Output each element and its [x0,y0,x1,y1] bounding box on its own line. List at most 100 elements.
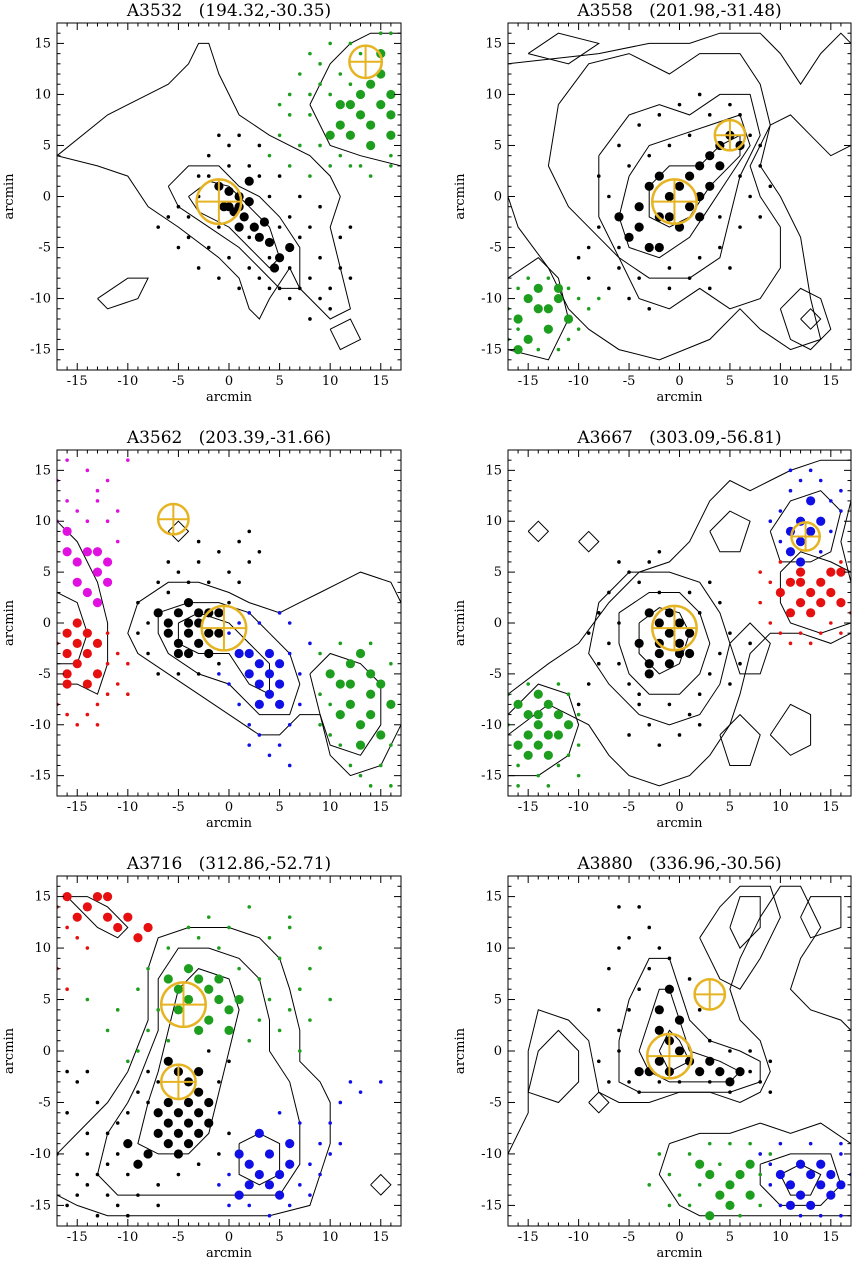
galaxy-point-blue [298,1121,302,1125]
galaxy-point-green [586,306,591,311]
galaxy-point-black [176,245,181,250]
galaxy-point-blue [217,672,221,676]
galaxy-point-bright-red [82,648,92,659]
galaxy-point-blue [287,621,292,625]
galaxy-point-bright-black [695,1066,705,1077]
galaxy-point-blue [227,631,231,635]
galaxy-point-green [338,153,343,158]
galaxy-point-bright-black [183,628,194,638]
galaxy-point-bright-green [543,304,553,314]
galaxy-point-blue [768,1183,773,1187]
galaxy-point-red [126,692,130,697]
galaxy-point-bright-blue [234,1190,244,1200]
galaxy-point-blue [839,1141,843,1146]
galaxy-point-bright-black [674,181,685,191]
galaxy-point-black [227,1131,231,1136]
galaxy-point-bright-black [654,618,664,628]
galaxy-point-bright-green [335,709,345,720]
x-tick-label: -10 [568,374,589,389]
contour-line [370,1173,392,1196]
galaxy-point-black [697,255,702,260]
galaxy-point-bright-green [204,1015,214,1025]
galaxy-point-green [105,1028,110,1033]
galaxy-point-blue [758,1152,763,1156]
galaxy-point-black [287,296,292,301]
crosshair-marker [348,44,384,80]
contour-line [508,683,580,777]
galaxy-point-bright-red [133,933,143,943]
contour-line [658,1122,851,1217]
galaxy-point-black [697,692,702,697]
galaxy-point-black [677,102,682,107]
galaxy-point-black [338,235,343,240]
crosshair-marker [651,604,698,652]
galaxy-point-green [389,31,393,36]
galaxy-point-bright-black [644,669,654,679]
y-tick-label: 15 [485,890,502,905]
contour-line [800,308,822,330]
galaxy-point-blue [298,1183,302,1187]
x-tick-label: 5 [275,1230,283,1245]
galaxy-point-black [617,560,621,564]
galaxy-point-green [247,905,252,909]
galaxy-point-blue [287,1203,292,1208]
galaxy-point-black [707,672,712,676]
galaxy-point-bright-black [274,253,285,263]
galaxy-point-black [136,1193,140,1197]
galaxy-point-bright-black [244,197,254,207]
galaxy-point-bright-black [674,638,685,648]
galaxy-point-blue [798,478,803,483]
y-tick-label: -5 [38,1095,51,1110]
galaxy-point-red [115,651,120,656]
galaxy-point-black [318,204,322,209]
y-tick-label: 5 [494,565,502,580]
galaxy-point-green [257,1018,262,1022]
galaxy-point-black [85,1069,90,1074]
galaxy-point-bright-blue [795,536,806,547]
galaxy-point-blue [839,509,843,513]
galaxy-point-green [647,1183,652,1187]
galaxy-point-black [657,113,662,117]
galaxy-point-bright-green [345,100,356,110]
galaxy-point-bright-red [816,598,826,608]
galaxy-point-black [607,590,611,595]
galaxy-point-green [566,753,571,758]
galaxy-point-bright-black [214,608,224,618]
galaxy-point-black [227,164,231,168]
galaxy-point-bright-black [163,1118,173,1128]
galaxy-point-black [657,743,662,747]
galaxy-point-bright-green [735,1169,745,1180]
galaxy-point-green [277,102,282,107]
y-tick-label: -10 [481,718,502,733]
galaxy-point-bright-red [62,669,72,679]
galaxy-point-bright-black [259,217,270,227]
galaxy-point-bright-black [634,202,644,212]
contour-line [329,318,362,351]
galaxy-point-black [718,651,722,656]
galaxy-point-bright-blue [795,557,806,567]
galaxy-point-black [287,266,292,270]
galaxy-point-black [237,580,241,585]
x-tick-label: -15 [518,800,539,815]
galaxy-point-black [136,1090,140,1094]
galaxy-point-black [65,1069,69,1074]
galaxy-point-bright-red [72,659,82,669]
galaxy-point-bright-green [335,120,345,130]
galaxy-point-magenta [65,499,69,503]
contour-line [699,885,781,990]
galaxy-point-bright-black [715,1066,725,1077]
galaxy-point-bright-black [194,1108,204,1118]
galaxy-point-blue [378,1080,383,1084]
galaxy-point-green [348,82,353,87]
x-tick-label: 0 [225,374,233,389]
galaxy-point-red [818,631,823,635]
y-tick-label: -10 [481,292,502,307]
y-tick-label: 0 [43,1044,51,1059]
galaxy-point-bright-red [806,587,816,598]
galaxy-point-black [627,682,631,686]
galaxy-point-bright-blue [264,648,275,659]
galaxy-point-bright-green [523,709,533,720]
galaxy-point-bright-black [705,1056,715,1066]
galaxy-point-green [358,773,363,778]
galaxy-point-green [576,712,581,717]
